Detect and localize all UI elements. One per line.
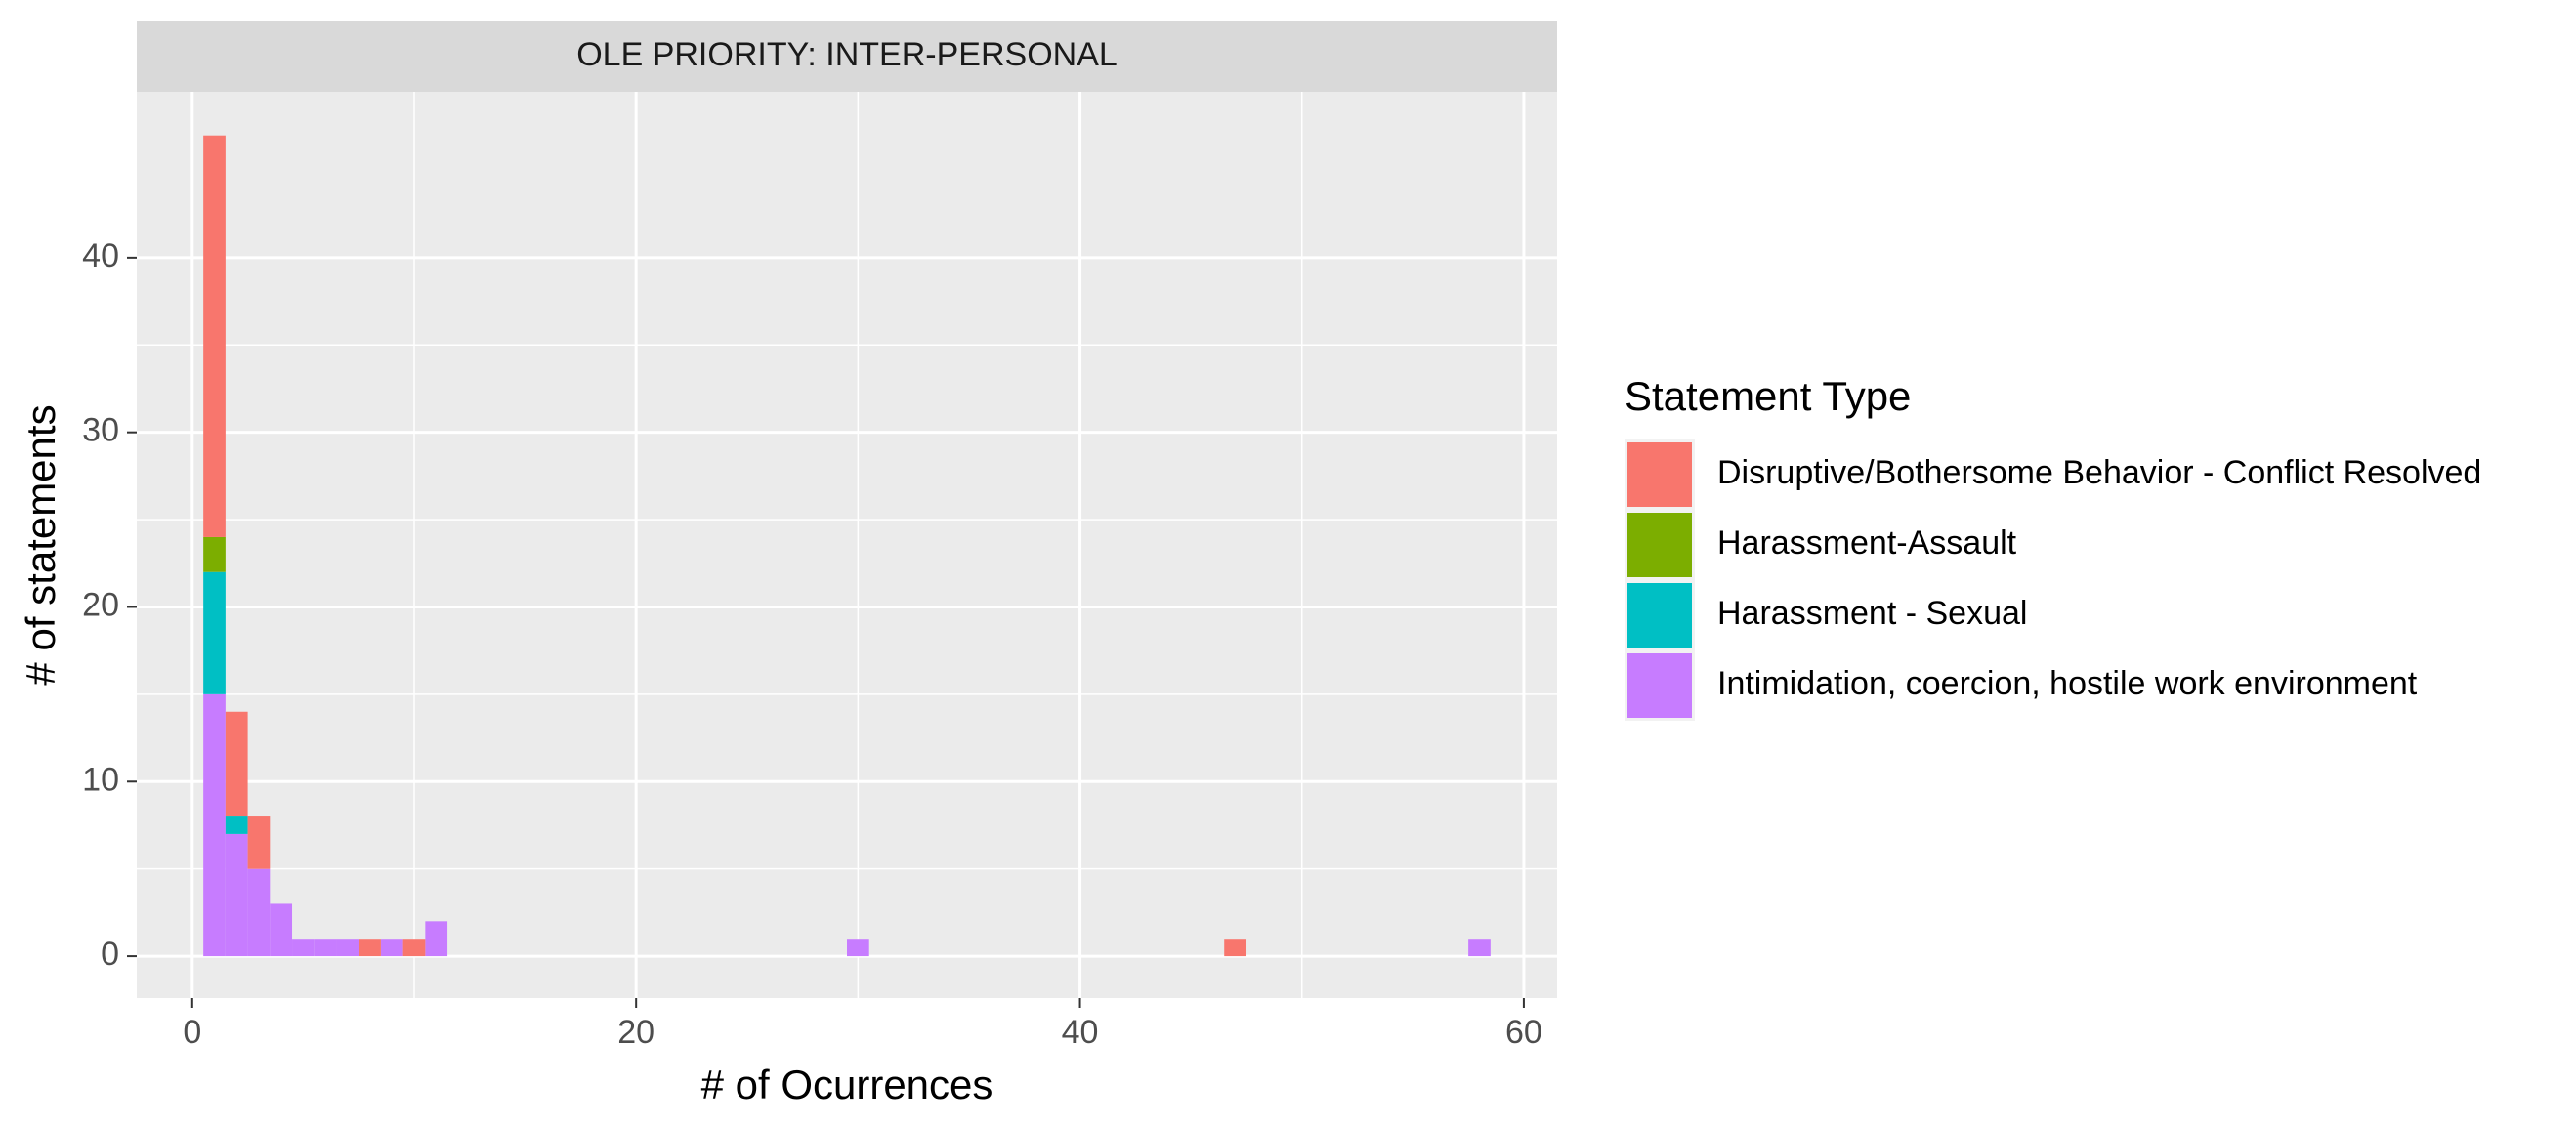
bar-segment <box>1468 939 1491 957</box>
minor-gridlines <box>137 92 1557 998</box>
y-axis: 0 10 20 30 40 <box>82 237 137 973</box>
x-tick-label: 40 <box>1062 1014 1099 1051</box>
bar-segment <box>359 939 381 957</box>
y-tick-label: 30 <box>82 412 119 449</box>
x-tick-label: 0 <box>183 1014 201 1051</box>
bar-segment <box>314 939 337 957</box>
x-tick-label: 60 <box>1505 1014 1542 1051</box>
plot-panel <box>137 92 1557 998</box>
bar-segment <box>1224 939 1246 957</box>
bar-segment <box>203 693 226 957</box>
bar-segment <box>225 711 248 817</box>
legend-swatch <box>1627 653 1692 718</box>
legend-swatch <box>1627 583 1692 648</box>
bar-segment <box>203 135 226 537</box>
histogram-bars <box>203 135 1491 957</box>
bar-segment <box>270 903 293 957</box>
x-tick-label: 20 <box>617 1014 655 1051</box>
bar-segment <box>225 833 248 957</box>
bar-segment <box>847 939 869 957</box>
bar-segment <box>336 939 359 957</box>
legend-label: Disruptive/Bothersome Behavior - Conflic… <box>1717 454 2481 491</box>
legend-swatch <box>1627 513 1692 577</box>
y-tick-label: 0 <box>101 936 119 973</box>
bar-segment <box>380 939 403 957</box>
bar-segment <box>402 939 426 957</box>
bar-segment <box>247 868 271 957</box>
x-axis-title: # of Ocurrences <box>701 1062 993 1108</box>
bar-segment <box>247 816 271 869</box>
legend-title: Statement Type <box>1625 373 1911 419</box>
legend-label: Harassment - Sexual <box>1717 595 2027 632</box>
y-axis-title: # of statements <box>18 404 63 685</box>
bar-segment <box>425 921 448 957</box>
y-tick-label: 40 <box>82 237 119 274</box>
y-tick-label: 20 <box>82 586 119 623</box>
legend-label: Harassment-Assault <box>1717 524 2017 562</box>
bar-segment <box>292 939 315 957</box>
legend-label: Intimidation, coercion, hostile work env… <box>1717 665 2418 702</box>
y-tick-label: 10 <box>82 761 119 798</box>
facet-strip <box>137 21 1557 92</box>
x-axis: 0 20 40 60 <box>183 998 1542 1051</box>
legend-swatch <box>1627 442 1692 507</box>
bar-segment <box>203 536 226 572</box>
bar-segment <box>203 571 226 694</box>
facet-title: OLE PRIORITY: INTER-PERSONAL <box>576 36 1118 73</box>
bar-segment <box>225 816 248 834</box>
legend: Statement Type Disruptive/Bothersome Beh… <box>1625 373 2481 721</box>
